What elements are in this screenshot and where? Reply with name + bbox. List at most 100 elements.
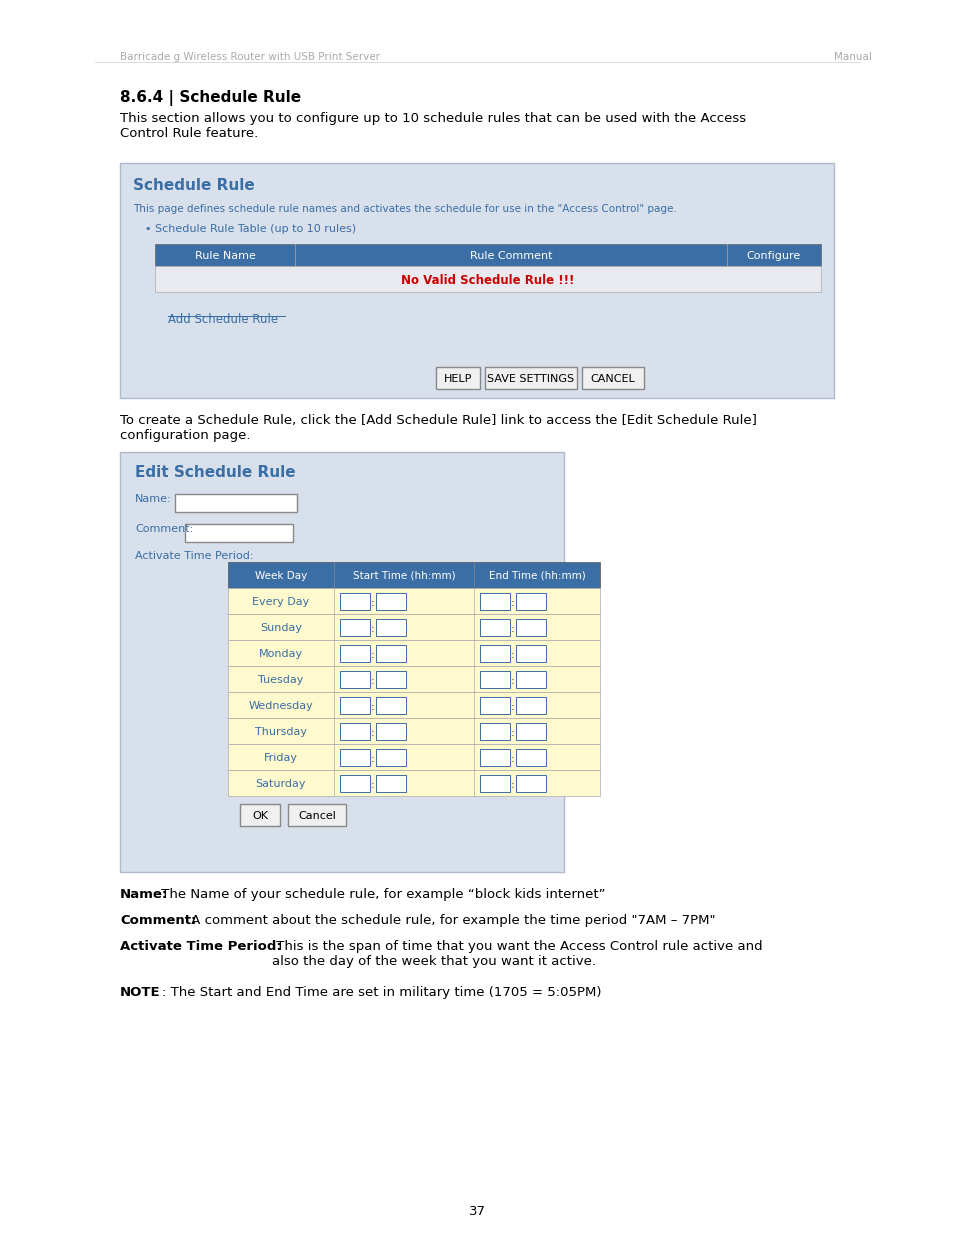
Bar <box>516 722 545 740</box>
Text: A comment about the schedule rule, for example the time period "7AM – 7PM": A comment about the schedule rule, for e… <box>187 914 715 927</box>
Bar <box>479 776 510 792</box>
Bar <box>240 804 280 826</box>
Bar <box>516 619 545 636</box>
Text: 8.6.4 | Schedule Rule: 8.6.4 | Schedule Rule <box>120 90 301 106</box>
Text: :: : <box>371 624 375 634</box>
Text: Activate Time Period:: Activate Time Period: <box>135 551 253 561</box>
Text: Cancel: Cancel <box>297 811 335 821</box>
Bar <box>339 671 370 688</box>
Text: Every Day: Every Day <box>253 597 310 606</box>
Text: CANCEL: CANCEL <box>590 374 635 384</box>
Text: This page defines schedule rule names and activates the schedule for use in the : This page defines schedule rule names an… <box>132 204 676 214</box>
Bar <box>288 804 346 826</box>
Bar <box>339 593 370 610</box>
Text: :: : <box>511 650 515 659</box>
Bar <box>516 776 545 792</box>
Bar <box>479 697 510 714</box>
Text: :: : <box>511 624 515 634</box>
Bar <box>228 562 599 588</box>
Bar <box>228 666 599 692</box>
Text: This is the span of time that you want the Access Control rule active and
also t: This is the span of time that you want t… <box>272 940 761 968</box>
Text: :: : <box>511 676 515 685</box>
Bar <box>339 697 370 714</box>
Bar <box>228 769 599 797</box>
Bar <box>185 524 293 542</box>
Text: Week Day: Week Day <box>254 571 307 580</box>
Text: Monday: Monday <box>258 650 303 659</box>
Text: :: : <box>371 727 375 739</box>
Bar <box>228 588 599 614</box>
Bar <box>484 367 577 389</box>
Bar <box>516 748 545 766</box>
Bar <box>479 671 510 688</box>
Text: • Schedule Rule Table (up to 10 rules): • Schedule Rule Table (up to 10 rules) <box>145 224 355 233</box>
Bar <box>375 645 406 662</box>
Bar <box>339 776 370 792</box>
Bar <box>228 614 599 640</box>
Bar <box>375 671 406 688</box>
Bar <box>375 697 406 714</box>
Text: :: : <box>371 701 375 713</box>
Bar <box>339 619 370 636</box>
Bar <box>479 748 510 766</box>
Text: HELP: HELP <box>443 374 472 384</box>
Bar <box>339 645 370 662</box>
Text: Rule Name: Rule Name <box>194 251 255 261</box>
Bar <box>516 645 545 662</box>
Text: :: : <box>511 598 515 608</box>
Text: :: : <box>511 781 515 790</box>
Bar <box>516 697 545 714</box>
Bar <box>479 593 510 610</box>
Text: Name:: Name: <box>135 494 172 504</box>
Bar <box>375 722 406 740</box>
Bar <box>479 722 510 740</box>
Text: : The Start and End Time are set in military time (1705 = 5:05PM): : The Start and End Time are set in mili… <box>162 986 601 999</box>
Bar <box>154 266 821 291</box>
Text: Comment:: Comment: <box>135 524 193 534</box>
Text: Friday: Friday <box>264 753 297 763</box>
Text: Wednesday: Wednesday <box>249 701 313 711</box>
Text: End Time (hh:mm): End Time (hh:mm) <box>488 571 585 580</box>
Text: SAVE SETTINGS: SAVE SETTINGS <box>487 374 574 384</box>
Text: Thursday: Thursday <box>254 727 307 737</box>
Bar <box>375 776 406 792</box>
Bar <box>228 692 599 718</box>
Bar <box>516 593 545 610</box>
Text: :: : <box>371 598 375 608</box>
Text: OK: OK <box>252 811 268 821</box>
Bar <box>339 748 370 766</box>
Bar <box>375 748 406 766</box>
Text: No Valid Schedule Rule !!!: No Valid Schedule Rule !!! <box>401 273 574 287</box>
Text: Add Schedule Rule: Add Schedule Rule <box>168 312 278 326</box>
Text: :: : <box>371 755 375 764</box>
Text: Start Time (hh:mm): Start Time (hh:mm) <box>353 571 455 580</box>
Text: :: : <box>371 650 375 659</box>
Bar <box>120 163 833 398</box>
Bar <box>154 245 821 266</box>
Text: Schedule Rule: Schedule Rule <box>132 178 254 193</box>
Text: Barricade g Wireless Router with USB Print Server: Barricade g Wireless Router with USB Pri… <box>120 52 379 62</box>
Text: Activate Time Period:: Activate Time Period: <box>120 940 281 953</box>
Text: :: : <box>371 781 375 790</box>
Text: :: : <box>511 701 515 713</box>
Bar <box>581 367 643 389</box>
Text: Comment:: Comment: <box>120 914 196 927</box>
Bar <box>339 722 370 740</box>
Bar <box>375 593 406 610</box>
Text: Sunday: Sunday <box>260 622 302 634</box>
Text: 37: 37 <box>468 1205 485 1218</box>
Bar <box>228 640 599 666</box>
Bar <box>375 619 406 636</box>
Text: Saturday: Saturday <box>255 779 306 789</box>
Bar <box>516 671 545 688</box>
Text: Name:: Name: <box>120 888 168 902</box>
Bar <box>228 743 599 769</box>
Text: Configure: Configure <box>746 251 801 261</box>
Text: To create a Schedule Rule, click the [Add Schedule Rule] link to access the [Edi: To create a Schedule Rule, click the [Ad… <box>120 414 756 442</box>
Bar <box>228 718 599 743</box>
Bar <box>436 367 479 389</box>
Text: Edit Schedule Rule: Edit Schedule Rule <box>135 466 295 480</box>
Text: Rule Comment: Rule Comment <box>469 251 552 261</box>
Text: The Name of your schedule rule, for example “block kids internet”: The Name of your schedule rule, for exam… <box>157 888 605 902</box>
Text: This section allows you to configure up to 10 schedule rules that can be used wi: This section allows you to configure up … <box>120 112 745 140</box>
